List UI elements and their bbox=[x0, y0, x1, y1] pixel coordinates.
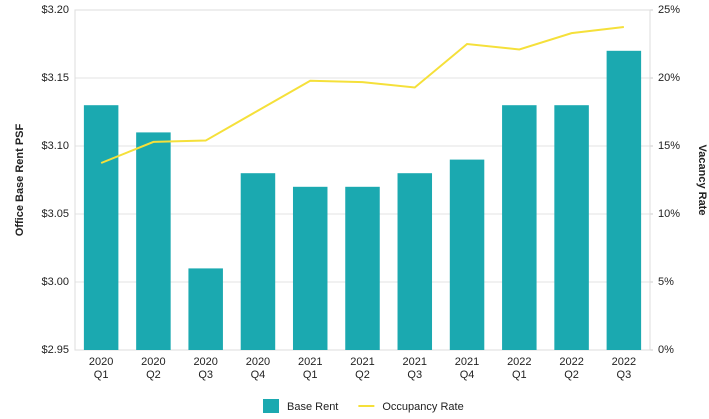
bar bbox=[606, 50, 642, 351]
x-tick-line: Q1 bbox=[94, 369, 109, 381]
bar bbox=[83, 105, 119, 350]
x-tick-line: 2022 bbox=[612, 356, 636, 368]
x-tick-line: 2020 bbox=[89, 356, 113, 368]
x-tick-line: 2021 bbox=[298, 356, 322, 368]
x-tick-line: 2020 bbox=[193, 356, 217, 368]
y2-tick-label: 25% bbox=[658, 4, 680, 16]
x-tick-label: 2020 Q1 bbox=[89, 356, 113, 381]
y-tick-label: $3.15 bbox=[41, 72, 69, 84]
line bbox=[100, 26, 624, 164]
x-tick-label: 2021 Q1 bbox=[298, 356, 322, 381]
x-tick-line: Q1 bbox=[303, 369, 318, 381]
x-tick-label: 2020 Q2 bbox=[141, 356, 165, 381]
x-tick-line: 2022 bbox=[507, 356, 531, 368]
bar bbox=[188, 268, 223, 350]
x-tick-line: Q2 bbox=[564, 369, 579, 381]
y-axis-title: Office Base Rent PSF bbox=[14, 123, 26, 236]
x-tick-label: 2022 Q1 bbox=[507, 356, 531, 381]
legend-label: Base Rent bbox=[287, 401, 338, 413]
bar bbox=[136, 132, 171, 350]
bar bbox=[292, 186, 328, 350]
x-tick-line: 2020 bbox=[141, 356, 165, 368]
x-tick-line: 2022 bbox=[559, 356, 583, 368]
y2-tick-label: 20% bbox=[658, 72, 680, 84]
bar bbox=[240, 173, 276, 350]
y2-tick-label: 15% bbox=[658, 140, 680, 152]
x-tick-line: 2021 bbox=[403, 356, 427, 368]
x-tick-label: 2020 Q4 bbox=[246, 356, 270, 381]
x-tick-line: 2020 bbox=[246, 356, 270, 368]
x-tick-line: 2021 bbox=[455, 356, 479, 368]
y-tick-label: $3.00 bbox=[41, 276, 69, 288]
y2-axis-title: Vacancy Rate bbox=[696, 145, 708, 216]
y-tick-label: $3.05 bbox=[41, 208, 69, 220]
legend-label: Occupancy Rate bbox=[382, 401, 463, 413]
x-tick-line: Q4 bbox=[251, 369, 266, 381]
x-tick-label: 2020 Q3 bbox=[193, 356, 217, 381]
legend-swatch bbox=[263, 399, 279, 413]
y2-tick-label: 0% bbox=[658, 344, 674, 356]
x-tick-line: 2021 bbox=[350, 356, 374, 368]
x-tick-label: 2021 Q3 bbox=[403, 356, 427, 381]
bar bbox=[397, 173, 433, 350]
y-tick-label: $3.20 bbox=[41, 4, 69, 16]
y-tick-label: $3.10 bbox=[41, 140, 69, 152]
y2-tick-label: 10% bbox=[658, 208, 680, 220]
x-tick-label: 2022 Q3 bbox=[612, 356, 636, 381]
x-tick-line: Q4 bbox=[460, 369, 475, 381]
x-tick-label: 2021 Q2 bbox=[350, 356, 374, 381]
bar bbox=[502, 105, 537, 350]
x-tick-line: Q3 bbox=[198, 369, 213, 381]
y-tick-label: $2.95 bbox=[41, 344, 69, 356]
x-tick-label: 2022 Q2 bbox=[559, 356, 583, 381]
bar bbox=[345, 186, 380, 350]
x-tick-line: Q3 bbox=[617, 369, 632, 381]
x-tick-line: Q2 bbox=[355, 369, 370, 381]
x-tick-line: Q2 bbox=[146, 369, 161, 381]
y2-tick-label: 5% bbox=[658, 276, 674, 288]
x-tick-line: Q1 bbox=[512, 369, 527, 381]
x-tick-line: Q3 bbox=[407, 369, 422, 381]
bar bbox=[554, 105, 589, 350]
x-tick-label: 2021 Q4 bbox=[455, 356, 479, 381]
bar bbox=[449, 159, 485, 350]
